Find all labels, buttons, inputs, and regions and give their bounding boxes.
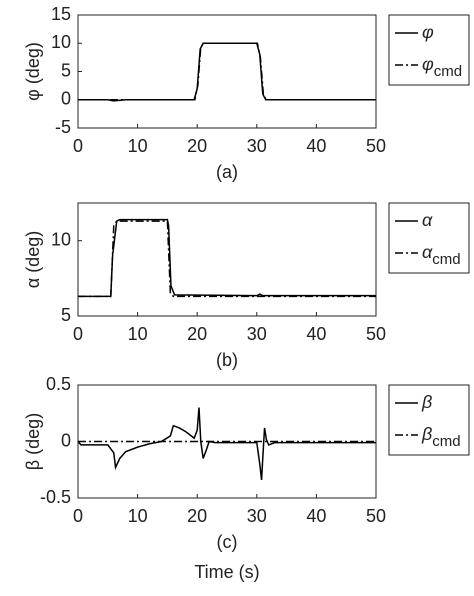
data-line: [78, 218, 376, 298]
legend-subscript: cmd: [434, 63, 462, 80]
x-tick-label: 20: [187, 506, 207, 526]
y-tick-label: 5: [61, 60, 71, 80]
legend-box: [388, 384, 470, 456]
y-tick-label: 0: [61, 89, 71, 109]
y-tick-label: 0: [61, 430, 71, 450]
y-tick-label: 10: [51, 229, 71, 249]
y-tick-label: 0.5: [46, 374, 71, 394]
plot-area: [77, 202, 377, 317]
legend-symbol: φ: [422, 22, 434, 42]
x-tick-label: 0: [73, 324, 83, 344]
plot-area: [77, 14, 377, 129]
legend-label: φ: [422, 22, 434, 42]
x-tick-label: 10: [128, 136, 148, 156]
x-tick-label: 30: [247, 136, 267, 156]
x-tick-label: 50: [366, 324, 386, 344]
legend-symbol: φ: [422, 54, 434, 74]
x-tick-label: 50: [366, 506, 386, 526]
legend-subscript: cmd: [432, 433, 460, 450]
legend-label: β: [421, 392, 432, 412]
y-axis-label: β (deg): [23, 413, 43, 470]
data-line: [78, 220, 376, 298]
caption: (b): [216, 350, 238, 370]
y-tick-label: 10: [51, 32, 71, 52]
legend-symbol: α: [422, 242, 433, 262]
caption: (a): [216, 162, 238, 182]
legend-label: φcmd: [422, 54, 462, 80]
legend-box: [388, 202, 470, 274]
x-tick-label: 30: [247, 324, 267, 344]
x-tick-label: 10: [128, 506, 148, 526]
y-axis-label: α (deg): [23, 231, 43, 288]
y-tick-label: 5: [61, 305, 71, 325]
data-line: [77, 407, 376, 481]
x-tick-label: 40: [306, 136, 326, 156]
x-tick-label: 40: [306, 324, 326, 344]
legend-symbol: β: [421, 392, 432, 412]
legend-label: αcmd: [422, 242, 461, 268]
y-tick-label: -0.5: [40, 487, 71, 507]
x-tick-label: 30: [247, 506, 267, 526]
y-axis-label: φ (deg): [23, 42, 43, 101]
legend-symbol: β: [421, 424, 432, 444]
x-axis-label: Time (s): [194, 562, 259, 582]
x-tick-label: 0: [73, 506, 83, 526]
caption: (c): [217, 532, 238, 552]
x-tick-label: 40: [306, 506, 326, 526]
x-tick-label: 50: [366, 136, 386, 156]
data-line: [78, 42, 376, 101]
x-tick-label: 0: [73, 136, 83, 156]
legend-label: α: [422, 210, 433, 230]
legend-symbol: α: [422, 210, 433, 230]
y-tick-label: -5: [55, 117, 71, 137]
x-tick-label: 10: [128, 324, 148, 344]
legend-box: [388, 14, 470, 86]
x-tick-label: 20: [187, 136, 207, 156]
legend-subscript: cmd: [432, 251, 460, 268]
y-tick-label: 15: [51, 4, 71, 24]
legend-label: βcmd: [421, 424, 461, 450]
x-tick-label: 20: [187, 324, 207, 344]
